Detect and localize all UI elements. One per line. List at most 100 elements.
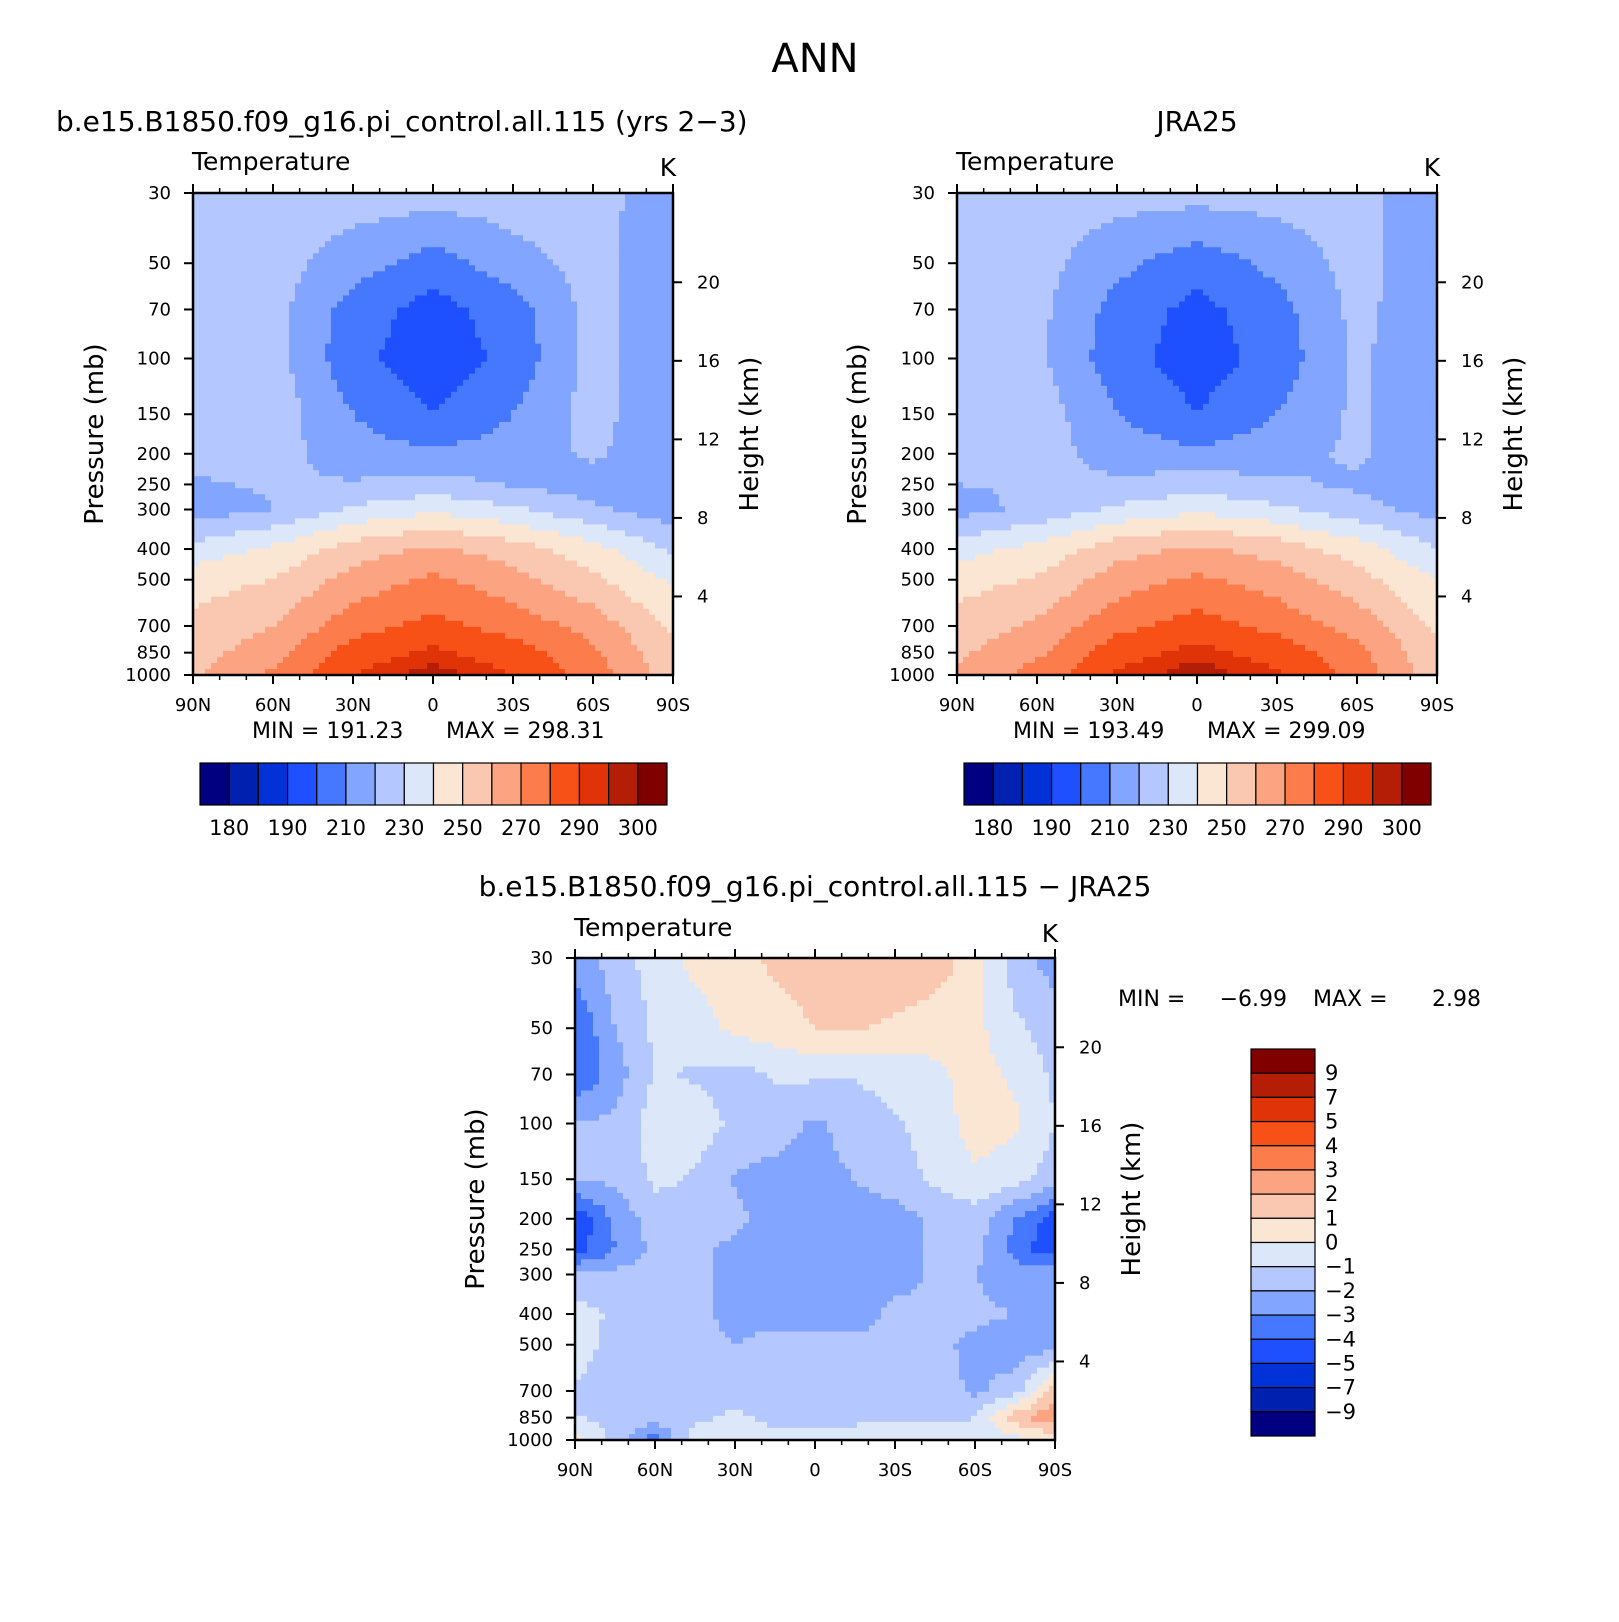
contour-cell (475, 476, 674, 483)
contour-cell (1209, 397, 1288, 405)
contour-cell (719, 1108, 894, 1116)
y-tick-label: 100 (137, 348, 171, 369)
contour-cell (581, 1259, 636, 1266)
contour-cell (911, 1138, 966, 1146)
contour-cell (193, 397, 302, 405)
contour-cell (611, 1012, 648, 1019)
contour-cell (971, 1415, 990, 1423)
contour-cell (647, 1084, 702, 1092)
contour-cell (587, 1211, 606, 1218)
contour-cell (957, 626, 1012, 634)
contour-cell (1353, 596, 1402, 604)
contour-cell (319, 247, 422, 254)
contour-cell (713, 1259, 924, 1266)
colorbar-label: 270 (1265, 816, 1305, 840)
contour-cell (839, 1150, 918, 1158)
contour-cell (619, 415, 674, 423)
contour-cell (575, 1180, 606, 1188)
contour-cell (647, 1030, 732, 1037)
contour-cell (1071, 253, 1156, 260)
contour-cell (1401, 530, 1438, 538)
contour-cell (575, 1433, 582, 1441)
contour-cell (505, 632, 584, 640)
contour-cell (1167, 578, 1228, 586)
contour-cell (1233, 367, 1300, 375)
colorbar-label: 300 (618, 816, 658, 840)
contour-cell (869, 1186, 942, 1194)
contour-cell (271, 506, 344, 513)
contour-cell (577, 596, 632, 604)
contour-cell (193, 307, 290, 315)
contour-cell (957, 295, 1054, 303)
contour-cell (923, 1223, 990, 1230)
contour-cell (957, 614, 1036, 622)
contour-cell (529, 301, 578, 309)
contour-cell (599, 1319, 720, 1327)
contour-cell (959, 1114, 1020, 1122)
contour-cell (601, 650, 644, 658)
contour-cell (1031, 1391, 1044, 1399)
contour-cell (593, 1024, 618, 1031)
contour-cell (575, 1126, 642, 1134)
contour-cell (1335, 440, 1372, 447)
contour-cell (623, 1048, 654, 1056)
contour-cell (917, 1156, 972, 1164)
contour-cell (1299, 325, 1348, 333)
contour-cell (1013, 994, 1056, 1001)
contour-cell (575, 1060, 600, 1068)
contour-cell (391, 319, 476, 327)
contour-cell (587, 1241, 618, 1248)
contour-cell (1371, 391, 1438, 399)
contour-cell (1113, 403, 1192, 411)
panel-diff-y2label: Height (km) (1117, 1122, 1147, 1277)
contour-cell (1335, 446, 1372, 453)
contour-cell (343, 229, 512, 236)
contour-cell (1275, 409, 1342, 417)
contour-cell (647, 1433, 660, 1441)
colorbar-box (1250, 1193, 1316, 1219)
y-tick-label: 50 (912, 253, 935, 274)
contour-cell (1353, 488, 1438, 495)
contour-cell (1101, 608, 1192, 616)
contour-cell (587, 1235, 612, 1242)
contour-cell (575, 1090, 582, 1098)
contour-cell (295, 385, 338, 393)
contour-cell (957, 325, 1048, 333)
contour-cell (1395, 632, 1438, 640)
contour-cell (1167, 319, 1228, 327)
colorbar-box (316, 762, 347, 806)
panel-model-max: MAX = 298.31 (446, 719, 605, 744)
contour-cell (989, 1048, 1038, 1056)
contour-cell (803, 1126, 828, 1134)
contour-cell (957, 427, 1072, 435)
contour-cell (989, 1379, 1026, 1387)
contour-cell (957, 518, 1048, 525)
contour-cell (1215, 385, 1294, 393)
contour-cell (881, 1307, 1008, 1315)
contour-cell (619, 277, 674, 284)
contour-cell (957, 193, 1384, 200)
contour-cell (929, 1054, 996, 1062)
contour-cell (409, 668, 458, 676)
panel-model-ylabel: Pressure (mb) (80, 343, 110, 524)
contour-cell (647, 1096, 714, 1104)
contour-cell (593, 1229, 612, 1236)
contour-cell (1341, 415, 1372, 423)
contour-cell (929, 994, 984, 1001)
contour-cell (1043, 1054, 1056, 1062)
contour-cell (957, 488, 994, 495)
contour-cell (611, 1229, 642, 1236)
contour-cell (1299, 343, 1348, 351)
contour-cell (713, 1277, 924, 1284)
contour-cell (957, 283, 1060, 291)
contour-cell (923, 1174, 1032, 1182)
contour-cell (957, 337, 1048, 345)
y-tick-label: 250 (137, 474, 171, 495)
colorbar-box (1109, 762, 1140, 806)
contour-cell (647, 1247, 714, 1254)
contour-cell (575, 1223, 594, 1230)
contour-cell (577, 343, 620, 351)
contour-cell (893, 1012, 984, 1019)
contour-cell (999, 632, 1066, 640)
contour-cell (611, 1108, 642, 1116)
